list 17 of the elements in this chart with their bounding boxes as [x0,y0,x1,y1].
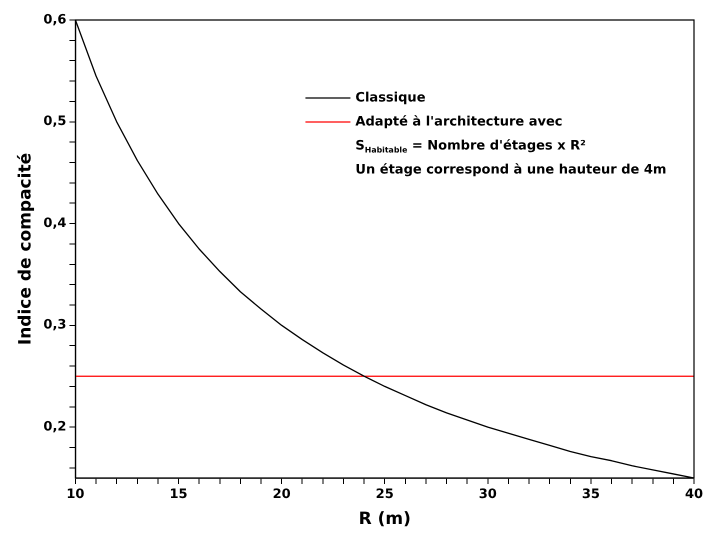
y-tick-label: 0,3 [43,318,66,333]
y-tick-label: 0,4 [43,216,66,231]
y-tick-label: 0,6 [43,12,66,28]
x-tick-label: 10 [66,487,84,502]
x-tick-label: 20 [272,487,291,502]
legend-label: Classique [355,90,426,106]
x-tick-label: 25 [376,487,394,502]
x-axis-title: R (m) [358,509,411,530]
x-tick-label: 30 [478,487,497,502]
x-tick-label: 35 [582,487,600,502]
legend-label: Adapté à l'architecture avec [355,114,563,130]
y-axis-title: Indice de compacité [16,152,36,346]
x-tick-label: 40 [684,487,704,502]
annotation: Un étage correspond à une hauteur de 4m [355,162,666,178]
y-tick-label: 0,2 [43,419,66,434]
y-tick-label: 0,5 [43,114,66,130]
x-tick-label: 15 [169,487,188,502]
